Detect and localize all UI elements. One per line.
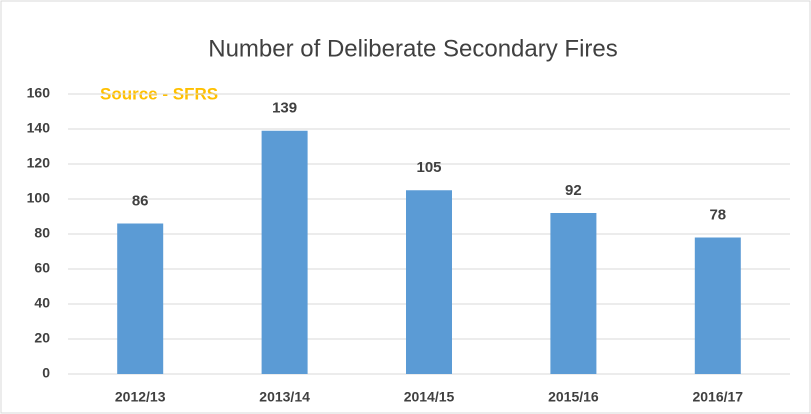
y-tick-label: 0 xyxy=(42,365,50,381)
y-tick-label: 60 xyxy=(34,260,50,276)
y-tick-label: 40 xyxy=(34,295,50,311)
data-label: 105 xyxy=(416,159,441,176)
data-label: 86 xyxy=(132,192,149,209)
bar xyxy=(694,237,741,374)
bar xyxy=(406,190,452,374)
x-tick-label: 2013/14 xyxy=(259,389,310,405)
x-tick-label: 2016/17 xyxy=(692,389,743,405)
bar xyxy=(261,130,308,374)
bar xyxy=(117,223,164,374)
x-tick-label: 2015/16 xyxy=(548,389,599,405)
x-tick-label: 2012/13 xyxy=(115,389,166,405)
x-tick-label: 2014/15 xyxy=(404,389,455,405)
y-tick-label: 20 xyxy=(34,330,50,346)
bar xyxy=(550,213,597,374)
y-tick-label: 80 xyxy=(34,225,50,241)
y-tick-label: 140 xyxy=(27,120,51,136)
chart-title: Number of Deliberate Secondary Fires xyxy=(208,35,618,62)
data-label: 92 xyxy=(565,182,582,199)
y-tick-label: 120 xyxy=(27,155,51,171)
y-tick-label: 100 xyxy=(27,190,51,206)
y-tick-label: 160 xyxy=(27,85,51,101)
data-label: 78 xyxy=(709,206,726,223)
data-label: 139 xyxy=(272,100,297,117)
